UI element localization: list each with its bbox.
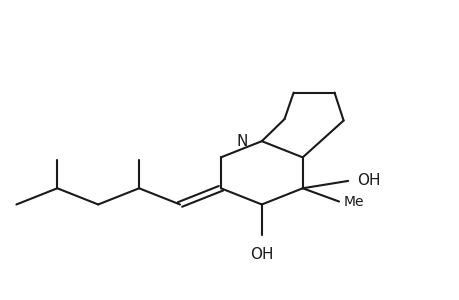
Text: N: N bbox=[236, 134, 248, 149]
Text: OH: OH bbox=[250, 247, 273, 262]
Text: Me: Me bbox=[343, 194, 364, 208]
Text: OH: OH bbox=[357, 173, 380, 188]
